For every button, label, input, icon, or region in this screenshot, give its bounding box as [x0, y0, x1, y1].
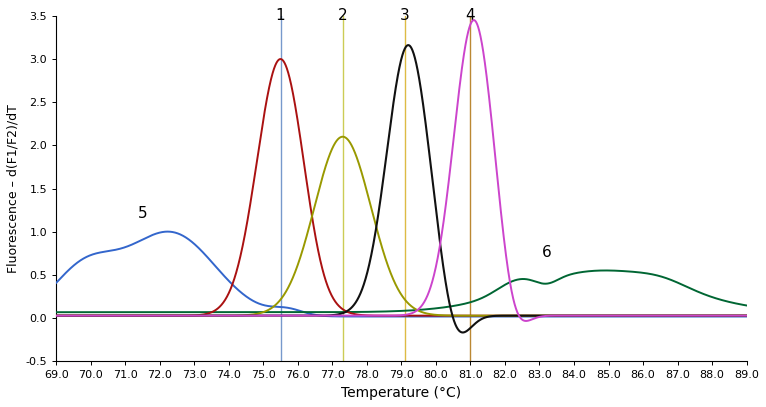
Text: 1: 1: [276, 8, 286, 23]
Text: 2: 2: [338, 8, 348, 23]
Text: 6: 6: [542, 245, 552, 260]
Text: 3: 3: [400, 8, 410, 23]
Text: 5: 5: [138, 206, 147, 221]
Text: 4: 4: [466, 8, 475, 23]
X-axis label: Temperature (°C): Temperature (°C): [342, 386, 461, 400]
Y-axis label: Fluorescence – d(F1/F2)/dT: Fluorescence – d(F1/F2)/dT: [7, 104, 20, 273]
